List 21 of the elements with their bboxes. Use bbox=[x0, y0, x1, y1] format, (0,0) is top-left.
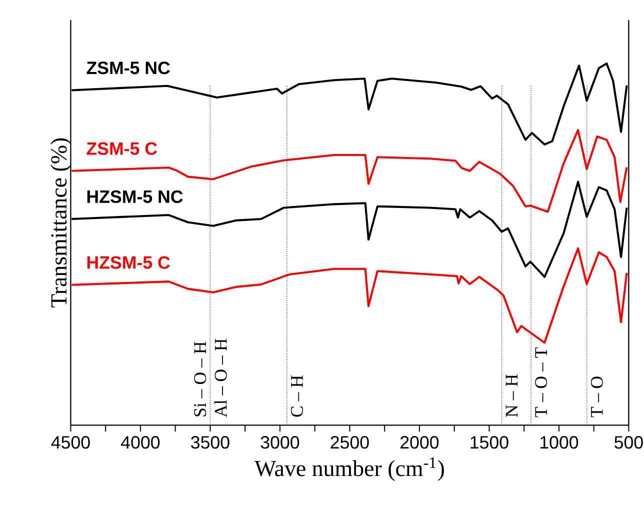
ref-line-label: C – H bbox=[291, 375, 303, 417]
ref-line-label: T – O bbox=[590, 376, 603, 418]
x-tick-label: 1000 bbox=[540, 436, 578, 449]
series-label: ZSM-5 C bbox=[86, 142, 158, 155]
y-axis-title: Transmittance (%) bbox=[50, 138, 72, 308]
x-tick-label: 1500 bbox=[470, 436, 508, 449]
ref-line-label: Si – O – H bbox=[194, 342, 206, 416]
x-tick-label: 4000 bbox=[121, 436, 160, 449]
x-tick-label: 3000 bbox=[260, 436, 300, 449]
x-tick-label: 3500 bbox=[191, 436, 230, 449]
series-label: HZSM-5 NC bbox=[87, 190, 183, 203]
annotation: Al – O – H bbox=[214, 338, 227, 418]
x-tick-label: 2500 bbox=[330, 436, 369, 449]
x-tick-label: 2000 bbox=[400, 436, 439, 449]
ref-line-label: N – H bbox=[506, 374, 518, 417]
x-tick-label: 4500 bbox=[51, 436, 90, 449]
ref-line-label: T – O – T bbox=[535, 347, 548, 418]
series-label: HZSM-5 C bbox=[87, 256, 170, 269]
x-axis-title: Wave number (cm$^{-1}$) bbox=[254, 457, 444, 481]
series-label: ZSM-5 NC bbox=[86, 61, 170, 74]
x-tick-label: 500 bbox=[614, 436, 643, 449]
